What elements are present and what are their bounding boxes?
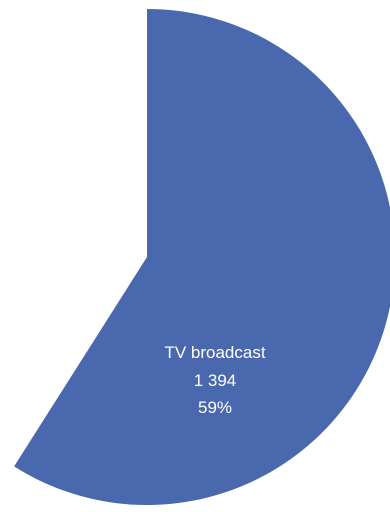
slice-value-tv-broadcast: 1 394 <box>194 371 237 390</box>
pie-labels-group: TV broadcast 1 394 59% <box>164 343 265 417</box>
pie-slice-tv-broadcast <box>14 9 390 505</box>
pie-slices-group <box>14 9 390 505</box>
slice-percent-tv-broadcast: 59% <box>198 398 232 417</box>
slice-label-tv-broadcast: TV broadcast <box>164 343 265 362</box>
